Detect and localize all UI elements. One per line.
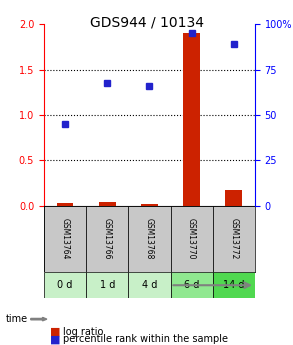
Text: GSM13772: GSM13772 <box>229 218 238 260</box>
Text: GSM13770: GSM13770 <box>187 218 196 260</box>
Bar <box>141 204 158 206</box>
Text: 6 d: 6 d <box>184 280 199 290</box>
FancyBboxPatch shape <box>44 206 86 272</box>
Text: GSM13766: GSM13766 <box>103 218 112 260</box>
Text: 14 d: 14 d <box>223 280 245 290</box>
Text: time: time <box>6 314 28 324</box>
Text: 4 d: 4 d <box>142 280 157 290</box>
FancyBboxPatch shape <box>171 206 213 272</box>
Text: ■: ■ <box>50 335 60 344</box>
Text: percentile rank within the sample: percentile rank within the sample <box>63 335 228 344</box>
Bar <box>57 203 74 206</box>
Text: ■: ■ <box>50 327 60 337</box>
Text: GDS944 / 10134: GDS944 / 10134 <box>89 16 204 30</box>
FancyBboxPatch shape <box>213 206 255 272</box>
FancyBboxPatch shape <box>128 206 171 272</box>
Text: log ratio: log ratio <box>63 327 103 337</box>
Text: GSM13764: GSM13764 <box>61 218 69 260</box>
FancyBboxPatch shape <box>213 272 255 298</box>
FancyBboxPatch shape <box>44 272 86 298</box>
FancyBboxPatch shape <box>128 272 171 298</box>
FancyBboxPatch shape <box>86 272 128 298</box>
Text: 0 d: 0 d <box>57 280 73 290</box>
Bar <box>183 33 200 206</box>
Text: 1 d: 1 d <box>100 280 115 290</box>
Text: GSM13768: GSM13768 <box>145 218 154 260</box>
Bar <box>99 202 116 206</box>
FancyBboxPatch shape <box>86 206 128 272</box>
Bar <box>225 189 242 206</box>
FancyBboxPatch shape <box>171 272 213 298</box>
